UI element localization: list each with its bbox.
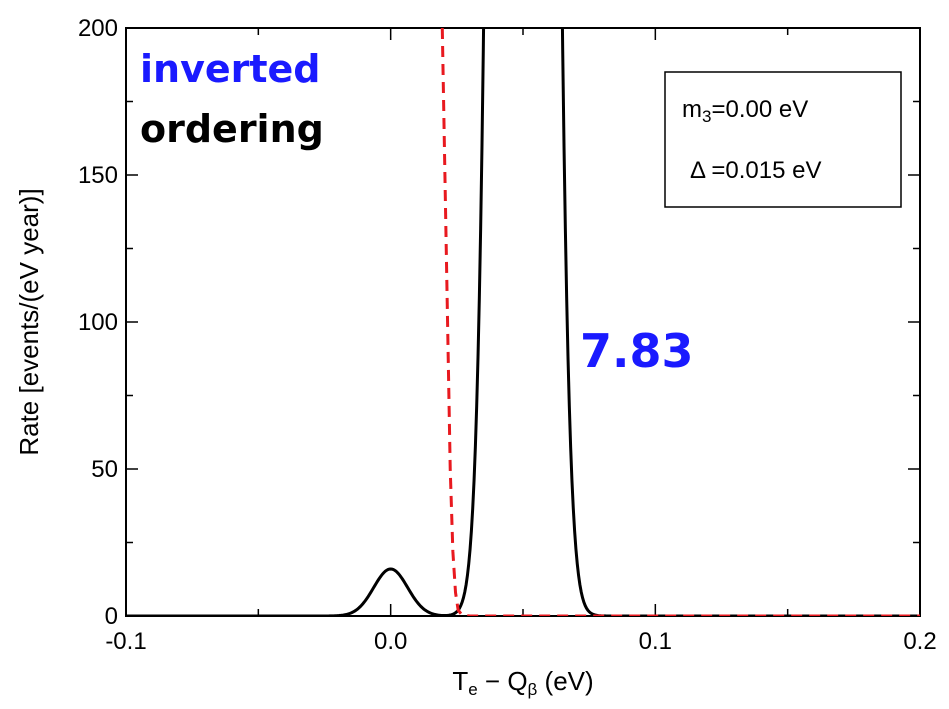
y-tick-labels: 0 50 100 150 200 [78,15,118,630]
series-dashed-line [440,28,920,616]
x-tick-label: 0.1 [639,628,672,655]
legend-line-delta: Δ =0.015 eV [690,157,821,184]
y-tick-label: 200 [78,15,118,42]
axis-ticks [125,27,921,617]
value-annotation: 7.83 [580,324,694,378]
legend-box [664,71,902,208]
x-tick-label: 0.2 [903,628,936,655]
ordering-label-line2: ordering [140,107,324,151]
y-tick-label: 100 [78,309,118,336]
y-tick-label: 50 [91,456,118,483]
x-tick-label: 0.0 [374,628,407,655]
x-axis-title: Te − Qβ (eV) [452,666,593,699]
legend-line-mass: m3=0.00 eV [682,96,808,126]
ordering-label-line1: inverted [140,47,321,91]
y-tick-label: 0 [105,603,118,630]
y-axis-title: Rate [events/(eV year)] [14,188,44,455]
x-tick-label: -0.1 [105,628,146,655]
x-tick-labels: -0.1 0.0 0.1 0.2 [105,628,936,655]
y-tick-label: 150 [78,162,118,189]
